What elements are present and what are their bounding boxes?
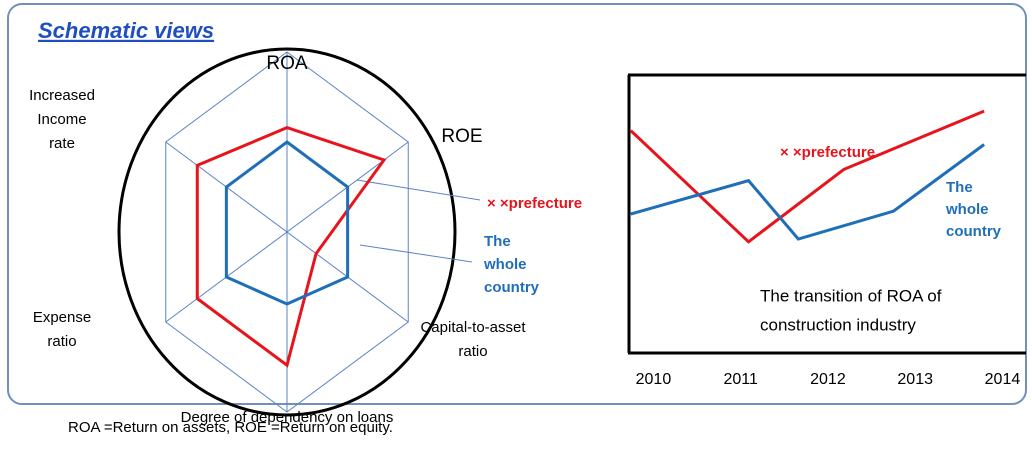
radar-series	[224, 140, 350, 306]
axis-label: Expense	[33, 309, 91, 326]
legend-label: country	[484, 279, 540, 296]
axis-label: ratio	[458, 343, 487, 360]
axis-label: ROE	[441, 126, 482, 147]
title: Schematic views	[38, 18, 214, 43]
axis-label: Increased	[29, 87, 95, 104]
axis-label: rate	[49, 135, 75, 152]
annotation: construction industry	[760, 315, 916, 334]
axis-label: Capital-to-asset	[420, 319, 526, 336]
leader-line	[359, 244, 473, 263]
footnote: ROA =Return on assets, ROE =Return on eq…	[68, 419, 393, 436]
axis-label: ratio	[47, 333, 76, 350]
axis-label: ROA	[266, 53, 308, 74]
x-tick-label: 2014	[985, 371, 1021, 388]
axis-label: Degree of dependency on loans	[181, 409, 394, 426]
annotation: The transition of ROA of	[760, 286, 942, 305]
axis-label: Income	[37, 111, 86, 128]
x-tick-label: 2010	[636, 371, 672, 388]
x-tick-label: 2012	[810, 371, 846, 388]
x-tick-label: 2013	[897, 371, 933, 388]
frame	[7, 3, 1027, 405]
line-series	[629, 109, 985, 244]
legend-label: The	[484, 233, 511, 250]
series-label: country	[946, 223, 1002, 240]
series-label: The	[946, 179, 973, 196]
line-series	[630, 143, 986, 241]
radar-ellipse	[117, 47, 457, 417]
radar-series	[195, 125, 387, 368]
series-label: whole	[945, 201, 989, 218]
x-tick-label: 2011	[723, 371, 758, 388]
leader-line	[356, 179, 481, 201]
radar-spoke	[165, 141, 409, 323]
series-label: × ×prefecture	[780, 144, 875, 161]
legend-label: × ×prefecture	[487, 195, 582, 212]
legend-label: whole	[483, 256, 527, 273]
